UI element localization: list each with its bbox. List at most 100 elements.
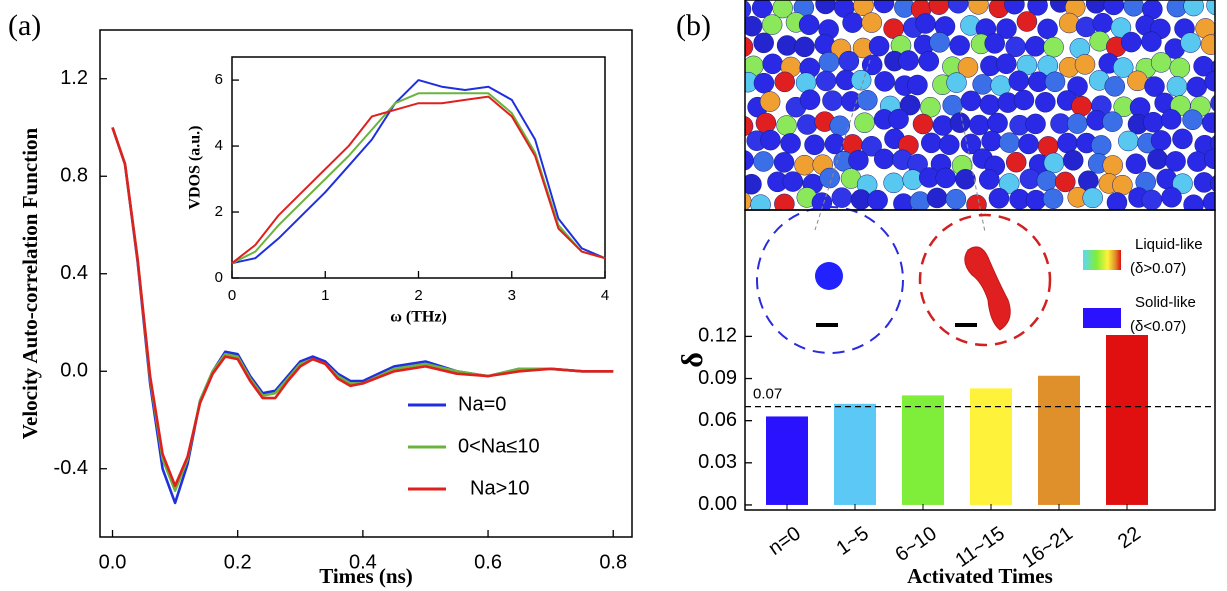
x-axis-title: Activated Times [907,564,1053,588]
particle [1018,133,1039,155]
particle [942,94,963,116]
particle [1165,151,1186,172]
particle [745,0,752,19]
threshold-label: 0.07 [753,386,782,403]
x-tick-label: n=0 [764,522,804,559]
particle [774,193,795,210]
particle [753,151,774,172]
particle [955,169,976,190]
bar [970,388,1012,505]
bar [834,403,876,505]
series-line [111,127,614,492]
particle [981,130,1002,152]
x-tick-label: 0.4 [349,551,377,573]
particle [1106,192,1128,210]
x-tick-label: 0.2 [224,551,252,573]
particle [939,134,960,155]
particle [815,70,837,92]
particle [921,132,942,154]
particle [1055,171,1076,193]
particle [1172,173,1193,194]
particle-snapshot [745,0,1227,210]
legend-label: Na=0 [458,393,506,415]
x-tick-label: 1~5 [832,522,872,559]
particle [998,173,1020,194]
y-tick-label: 2 [215,203,223,220]
particle [873,0,895,14]
x-axis-title: Times (ns) [319,564,413,588]
legend-condition: (δ<0.07) [1130,318,1186,335]
x-tick-label: 0.0 [99,551,127,573]
particle [929,32,950,53]
particle [1090,135,1112,156]
particle [1027,0,1048,16]
particle [745,115,754,137]
particle [1121,31,1142,53]
particle [1082,187,1103,209]
particle [984,33,1005,54]
particle [1125,153,1147,175]
particle [1216,18,1227,38]
particle [1141,31,1162,52]
particle [773,152,795,173]
y-tick-label: 4 [215,137,223,154]
particle [1042,188,1064,210]
particle [1057,132,1078,154]
x-tick-label: 3 [508,287,516,304]
particle [932,115,954,136]
particle [1112,174,1133,196]
particle [1141,189,1163,210]
x-tick-label: 22 [1114,522,1145,553]
x-tick-label: 2 [414,287,422,304]
y-tick-label: 0.03 [698,451,737,473]
particle [899,94,921,116]
particle [1202,191,1215,210]
legend-swatch-liquid [1083,250,1121,270]
y-tick-label: 0.8 [60,165,88,187]
particle [1112,57,1134,78]
particle [861,12,882,33]
y-axis-title: VDOS (a.u.) [187,125,204,209]
legend-label: Na>10 [470,477,530,499]
particle [1058,12,1080,34]
particle [795,72,817,93]
particle [760,129,781,151]
particle [850,69,872,91]
particle [818,51,840,73]
particle [774,71,795,93]
particle [753,72,775,94]
particle [1025,113,1046,135]
particle [1166,76,1188,97]
particle [1187,151,1208,172]
particle [1210,94,1215,112]
particle [960,90,982,112]
particle [1067,113,1088,134]
series-line [231,95,606,264]
particle [1182,109,1203,130]
legend-condition: (δ>0.07) [1130,260,1186,277]
particle [745,173,762,195]
x-tick-label: 1 [321,287,329,304]
particle [1147,149,1168,170]
particle [798,14,820,36]
particle [915,13,936,34]
liquid-trajectory [964,246,1011,331]
particle [969,114,990,136]
particle [918,50,940,72]
particle [1103,0,1125,16]
particle [947,0,969,14]
y-tick-label: 0.4 [60,262,88,284]
x-tick-label: 6~10 [891,522,941,566]
legend-label: Liquid-like [1135,236,1203,253]
particle [838,50,860,72]
zoom-line [814,59,871,231]
legend-label: 0<Na≤10 [458,435,540,457]
particle [1172,128,1193,150]
particle [928,0,950,15]
particle [1008,70,1030,92]
particle [867,189,888,210]
particle [996,53,1017,75]
particle [780,133,801,154]
particle [966,194,987,210]
particle [1200,34,1215,55]
